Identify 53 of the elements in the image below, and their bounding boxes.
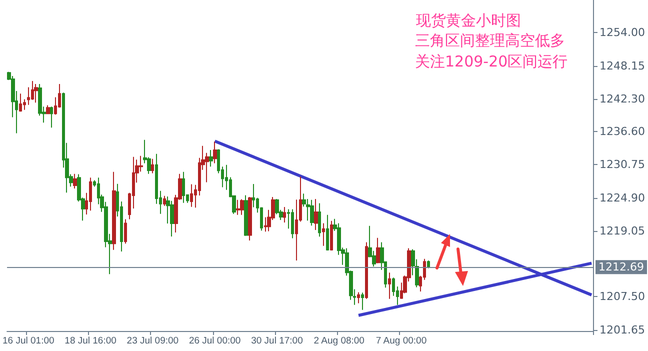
x-tick-label: 16 Jul 01:00 <box>2 336 54 346</box>
y-tick-label: 1242.30 <box>600 92 646 106</box>
candlestick <box>46 104 50 114</box>
candlestick <box>248 196 252 242</box>
x-tick-label: 30 Jul 17:00 <box>251 336 303 346</box>
candlestick <box>357 292 360 304</box>
y-tick-label: 1236.60 <box>600 124 646 138</box>
candlestick <box>291 208 294 239</box>
candlestick <box>213 141 217 164</box>
y-tick-label: 1224.90 <box>600 191 646 204</box>
text: 现货黄金小时图 <box>416 12 521 30</box>
y-tick-label: 1230.75 <box>600 158 646 172</box>
candlestick <box>244 194 248 236</box>
candlestick <box>190 184 193 208</box>
candlestick <box>283 206 286 224</box>
candlestick <box>361 292 364 310</box>
x-tick-label: 23 Jul 09:00 <box>126 336 179 346</box>
candlestick <box>236 199 240 216</box>
candlestick <box>376 237 380 264</box>
x-tick-label: 26 Jul 00:00 <box>188 336 241 346</box>
x-tick-label: 2 Aug 08:00 <box>314 336 364 346</box>
candlestick <box>209 149 213 168</box>
candlestick <box>322 222 325 246</box>
candlestick <box>34 83 38 104</box>
y-tick-label: 1248.15 <box>600 59 646 72</box>
candlestick <box>124 218 127 244</box>
candlestick <box>240 198 244 216</box>
x-tick-label: 18 Jul 16:00 <box>64 336 116 346</box>
candlestick <box>163 195 166 206</box>
candlestick <box>326 214 329 252</box>
candlestick <box>365 242 368 300</box>
annotation: 关注1209-20区间运行 <box>415 52 568 70</box>
candlestick <box>330 220 333 252</box>
candlestick <box>314 198 318 230</box>
candlestick <box>388 272 391 300</box>
candlestick <box>19 93 22 112</box>
candlestick <box>182 171 185 204</box>
candlestick <box>170 200 174 238</box>
y-tick-label: 1201.65 <box>600 323 646 336</box>
candlestick <box>427 260 430 269</box>
y-tick-label: 1207.50 <box>600 290 646 304</box>
annotation: 三角区间整理高空低多 <box>415 32 565 50</box>
candlestick <box>73 173 77 190</box>
candlestick <box>50 106 53 128</box>
y-tick-label: 1219.05 <box>600 224 646 238</box>
y-tick-label: 1254.00 <box>600 26 646 40</box>
candlestick <box>89 177 92 212</box>
candlestick <box>112 171 116 250</box>
x-tick-label: 7 Aug 00:00 <box>376 336 427 346</box>
candlestick <box>310 199 314 226</box>
ref-line-label: 1212.69 <box>598 260 644 274</box>
candlestick <box>151 158 154 174</box>
candlestick <box>318 202 321 238</box>
